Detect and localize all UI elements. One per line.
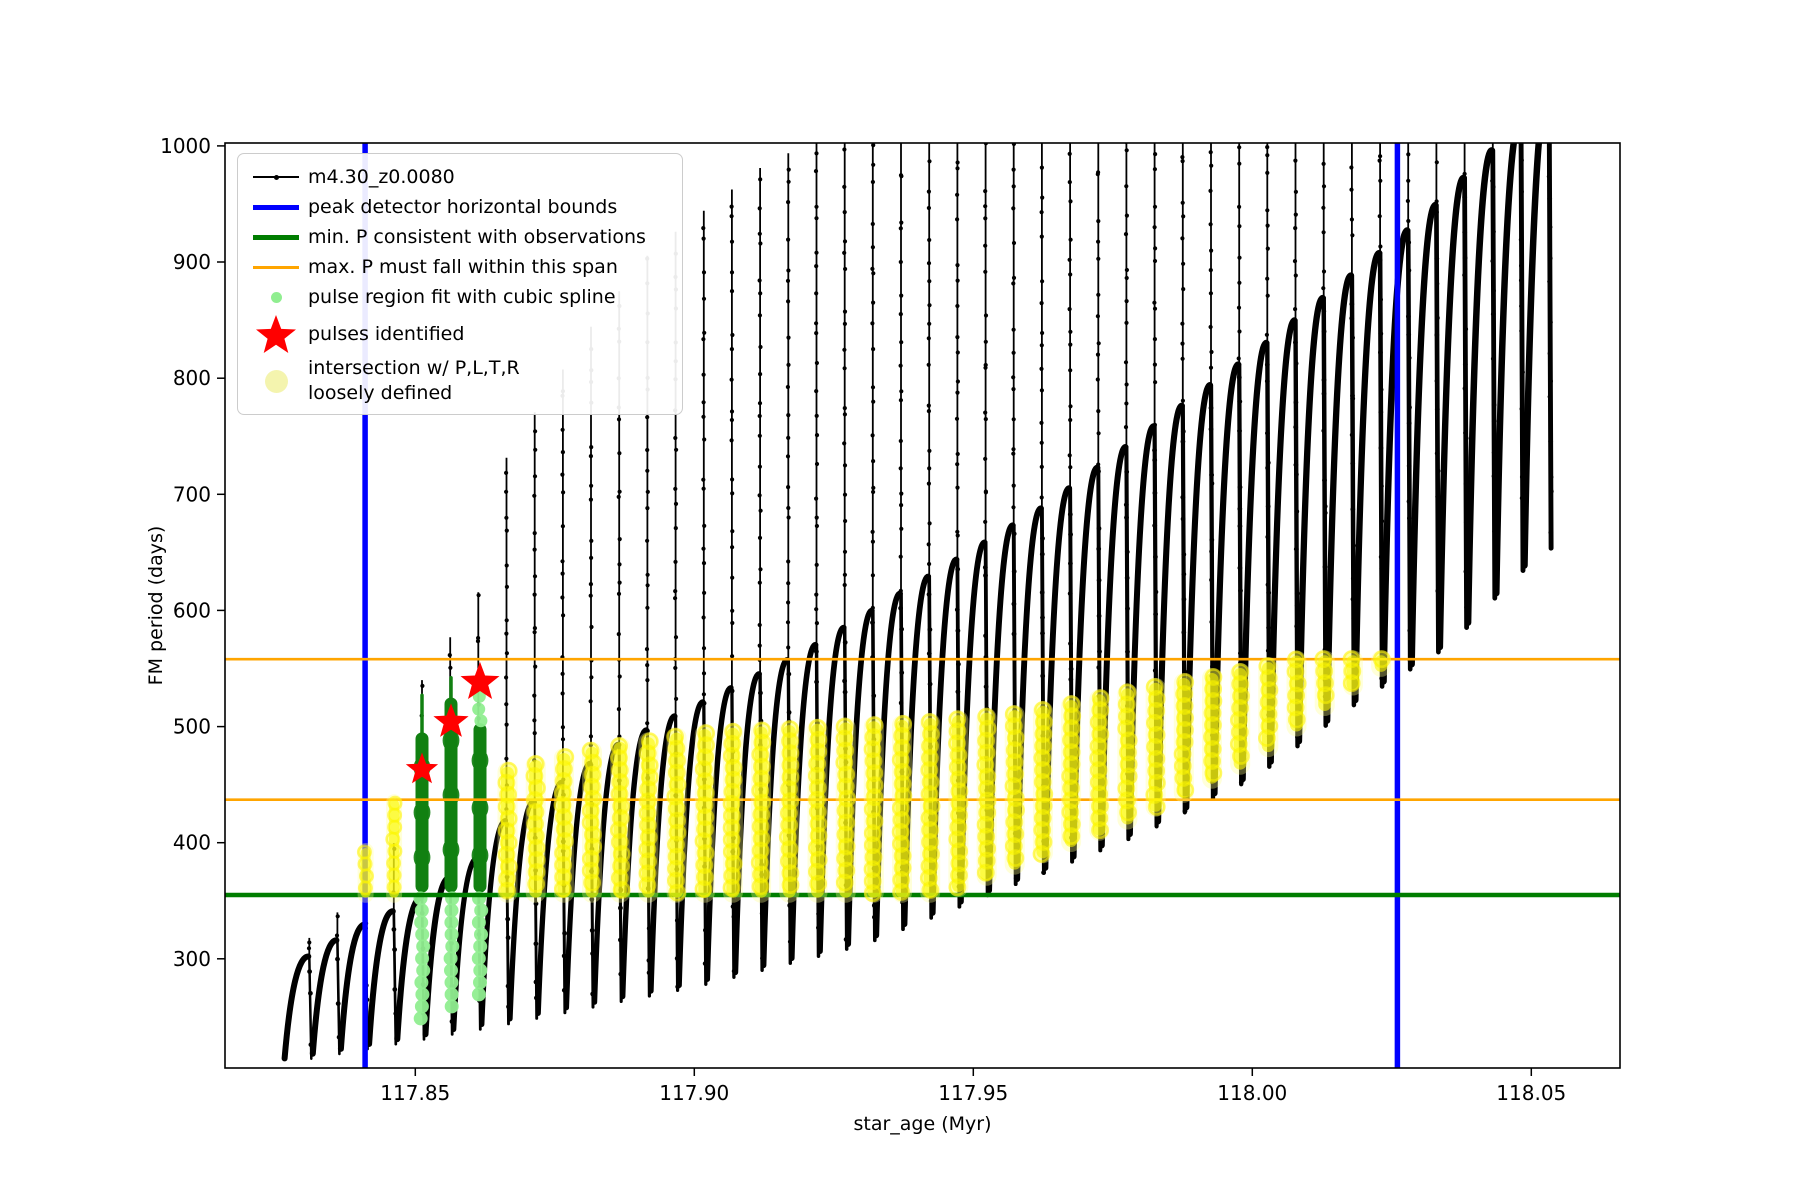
y-tick-label: 400 — [173, 831, 211, 855]
blue-line-icon — [244, 204, 308, 210]
y-tick-label: 600 — [173, 598, 211, 622]
axes-frame: 117.85 117.90 117.95 118.00 118.05 300 400 500 6… — [145, 134, 1621, 1135]
legend-label: intersection w/ P,L,T,R loosely defined — [308, 357, 520, 404]
paleyellow-dot-icon — [244, 369, 308, 393]
x-axis-label: star_age (Myr) — [853, 1113, 991, 1135]
y-tick-label: 900 — [173, 250, 211, 274]
x-tick-label: 118.00 — [1217, 1081, 1287, 1105]
legend-item-peak-bounds: peak detector horizontal bounds — [244, 192, 672, 222]
legend-label: max. P must fall within this span — [308, 255, 618, 278]
y-tick-label: 700 — [173, 482, 211, 506]
spline-fit-columns — [413, 676, 489, 1026]
legend-label: peak detector horizontal bounds — [308, 195, 618, 218]
plot-area — [225, 143, 1620, 1068]
legend-label: pulse region fit with cubic spline — [308, 285, 616, 308]
legend-item-intersection: intersection w/ P,L,T,R loosely defined — [244, 356, 672, 406]
x-tick-label: 118.05 — [1496, 1081, 1566, 1105]
reference-hlines — [225, 657, 1620, 898]
lightgreen-dot-icon — [244, 291, 308, 303]
legend-box: m4.30_z0.0080 peak detector horizontal b… — [237, 153, 683, 415]
legend-label: pulses identified — [308, 322, 465, 345]
y-tick-label: 500 — [173, 715, 211, 739]
green-line-icon — [244, 234, 308, 240]
legend-item-max-p: max. P must fall within this span — [244, 252, 672, 282]
pulses-identified-stars — [405, 661, 500, 784]
legend-item-min-p: min. P consistent with observations — [244, 222, 672, 252]
x-tick-label: 117.85 — [380, 1081, 450, 1105]
black-line-dot-marker-icon — [244, 175, 308, 180]
y-axis-label: FM period (days) — [145, 526, 167, 686]
legend-item-pulses: pulses identified — [244, 312, 672, 356]
y-tick-label: 300 — [173, 947, 211, 971]
intersection-region-markers — [356, 650, 1392, 903]
legend-label: min. P consistent with observations — [308, 225, 646, 248]
legend-label: m4.30_z0.0080 — [308, 165, 455, 188]
orange-line-icon — [244, 265, 308, 269]
y-tick-label: 800 — [173, 366, 211, 390]
x-tick-label: 117.90 — [659, 1081, 729, 1105]
red-star-icon — [244, 312, 308, 356]
y-tick-label: 1000 — [160, 134, 211, 158]
x-tick-label: 117.95 — [938, 1081, 1008, 1105]
legend-item-spline: pulse region fit with cubic spline — [244, 282, 672, 312]
legend-item-series: m4.30_z0.0080 — [244, 162, 672, 192]
